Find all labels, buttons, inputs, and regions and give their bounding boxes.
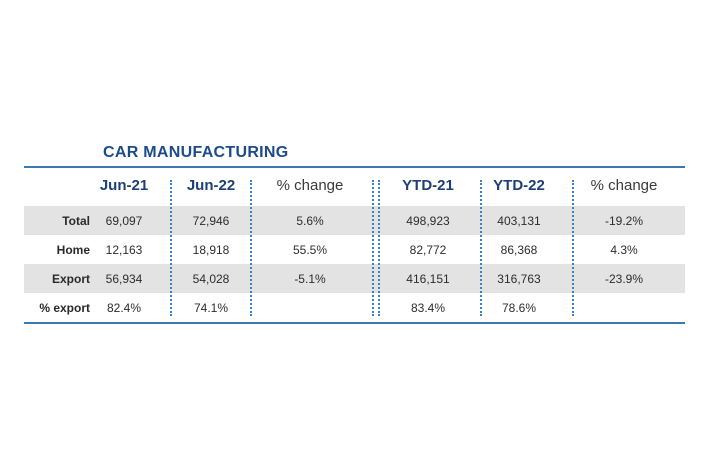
top-rule <box>24 166 685 168</box>
table-cell: 78.6% <box>501 301 537 315</box>
table-cell: 416,151 <box>406 272 450 286</box>
column-header: % change <box>276 177 344 194</box>
row-label: Total <box>62 214 90 228</box>
column-separator <box>480 180 482 316</box>
table-cell: 498,923 <box>406 214 450 228</box>
row-label: Export <box>51 272 90 286</box>
table-cell: 18,918 <box>192 243 230 257</box>
table-cell: 82.4% <box>106 301 142 315</box>
row-band-export <box>24 264 685 293</box>
table-cell: 86,368 <box>500 243 538 257</box>
column-separator <box>170 180 172 316</box>
table-cell: 72,946 <box>192 214 230 228</box>
table-cell: 4.3% <box>610 243 638 257</box>
table-cell: 83.4% <box>410 301 446 315</box>
column-header: Jun-21 <box>99 177 149 194</box>
table-cell: 12,163 <box>105 243 143 257</box>
table-cell: 69,097 <box>105 214 143 228</box>
row-band-total <box>24 206 685 235</box>
row-label: % export <box>39 301 90 315</box>
column-separator <box>378 180 380 316</box>
column-separator <box>250 180 252 316</box>
column-header: YTD-21 <box>402 177 454 194</box>
table-cell: 55.5% <box>292 243 328 257</box>
table-cell: -23.9% <box>604 272 644 286</box>
table-cell: 54,028 <box>192 272 230 286</box>
table-title: CAR MANUFACTURING <box>103 144 289 161</box>
column-header: YTD-22 <box>493 177 545 194</box>
table-cell: 74.1% <box>193 301 229 315</box>
table-cell: 56,934 <box>105 272 143 286</box>
column-header: Jun-22 <box>186 177 236 194</box>
column-header: % change <box>590 177 658 194</box>
row-label: Home <box>56 243 90 257</box>
table-cell: -5.1% <box>294 272 326 286</box>
table-cell: 403,131 <box>497 214 541 228</box>
column-separator <box>572 180 574 316</box>
table-cell: 82,772 <box>409 243 447 257</box>
bottom-rule <box>24 322 685 324</box>
column-separator <box>372 180 374 316</box>
table-cell: -19.2% <box>604 214 644 228</box>
table-cell: 316,763 <box>497 272 541 286</box>
table-cell: 5.6% <box>296 214 324 228</box>
